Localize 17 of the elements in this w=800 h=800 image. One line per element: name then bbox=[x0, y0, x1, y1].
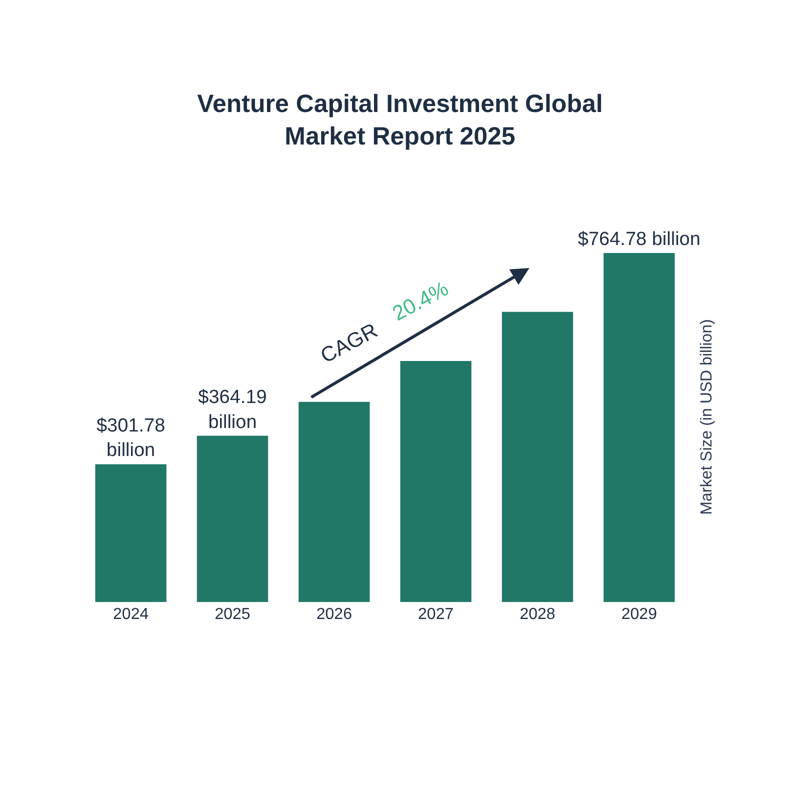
y-axis-title: Market Size (in USD billion) bbox=[698, 319, 716, 515]
bar bbox=[502, 312, 574, 602]
bar bbox=[604, 252, 675, 602]
chart-title: Venture Capital Investment Global Market Report 2025 bbox=[197, 90, 603, 150]
x-tick-label: 2024 bbox=[113, 606, 149, 623]
bar bbox=[400, 361, 472, 602]
x-tick-label: 2028 bbox=[520, 606, 556, 623]
bar bbox=[196, 436, 268, 602]
data-label: $364.19 billion bbox=[198, 387, 267, 433]
bar bbox=[298, 402, 370, 602]
data-label: $764.78 billion bbox=[578, 228, 700, 250]
x-tick-label: 2025 bbox=[214, 606, 250, 623]
x-tick-label: 2029 bbox=[621, 606, 658, 623]
data-label: $301.78 billion bbox=[96, 416, 166, 462]
x-tick-label: 2026 bbox=[316, 606, 352, 623]
x-tick-label: 2027 bbox=[418, 606, 454, 623]
bar bbox=[95, 464, 166, 602]
